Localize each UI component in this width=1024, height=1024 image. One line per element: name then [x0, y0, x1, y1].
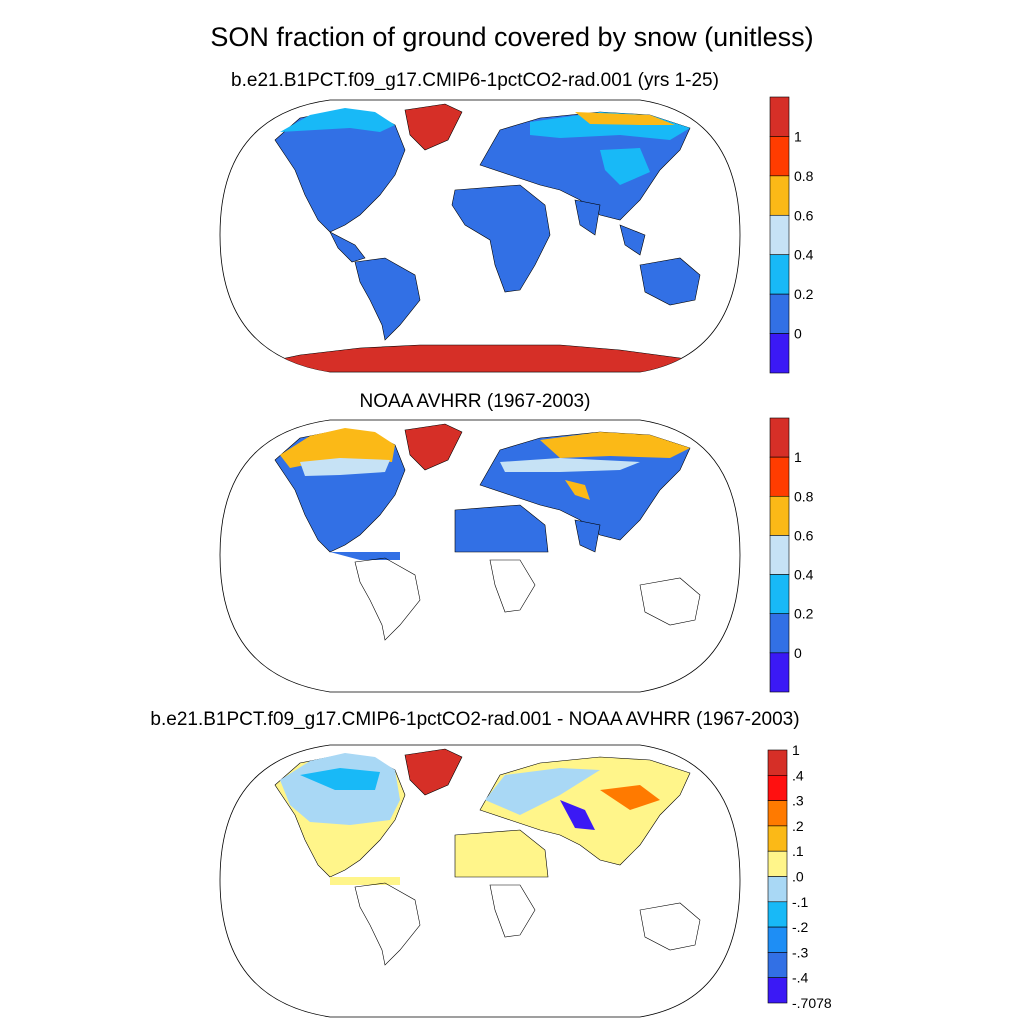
colorbar-tick-label: .4 — [792, 767, 804, 783]
panel-2-title: NOAA AVHRR (1967-2003) — [359, 391, 591, 412]
colorbar-tick-label: -.3 — [792, 944, 809, 960]
colorbar-panel-2: 1 0.8 0.6 0.4 0.2 0 — [769, 417, 814, 693]
colorbar-swatch — [769, 136, 790, 177]
colorbar-swatch — [769, 456, 790, 497]
south-america — [354, 257, 421, 341]
map-panel-3 — [219, 744, 741, 1018]
colorbar-tick-label: -.7078 — [792, 995, 832, 1011]
colorbar-swatch — [769, 535, 790, 575]
colorbar-tick-label: 0 — [794, 645, 802, 661]
colorbar-swatch — [769, 96, 790, 137]
panel-1-title: b.e21.B1PCT.f09_g17.CMIP6-1pctCO2-rad.00… — [231, 70, 719, 91]
colorbar-tick-label: 0.4 — [794, 567, 814, 583]
map-panel-2 — [219, 419, 741, 693]
colorbar-swatch — [769, 652, 790, 693]
colorbar-swatch — [769, 574, 790, 615]
greenland — [404, 103, 463, 151]
colorbar-tick-label: 0.6 — [794, 207, 814, 223]
colorbar-panel-3: 1 .4 .3 .2 .1 .0 -.1 -.2 -.3 -.4 -.7078 — [767, 742, 832, 1011]
colorbar-tick-label: -.4 — [792, 970, 809, 986]
map-panel-1 — [219, 99, 741, 373]
colorbar-swatch — [767, 825, 788, 852]
colorbar-tick-label: 0 — [794, 326, 802, 342]
colorbar-swatch — [767, 876, 788, 903]
figure-title: SON fraction of ground covered by snow (… — [210, 22, 814, 52]
colorbar-tick-label: .3 — [792, 793, 804, 809]
colorbar-swatch — [767, 926, 788, 953]
colorbar-swatch — [767, 977, 788, 1004]
colorbar-swatch — [767, 952, 788, 979]
colorbar-tick-label: 0.4 — [794, 247, 814, 263]
colorbar-swatch — [767, 901, 788, 928]
colorbar-tick-label: 0.2 — [794, 286, 814, 302]
colorbar-swatch — [769, 175, 790, 216]
colorbar-swatch — [769, 333, 790, 374]
colorbar-tick-label: -.2 — [792, 919, 809, 935]
colorbar-tick-label: .1 — [792, 843, 804, 859]
colorbar-tick-label: 1 — [794, 449, 802, 465]
colorbar-tick-label: .2 — [792, 818, 804, 834]
colorbar-swatch — [769, 495, 790, 536]
colorbar-swatch — [769, 417, 790, 458]
eurasia — [479, 111, 691, 221]
colorbar-tick-label: -.1 — [792, 894, 809, 910]
colorbar-tick-label: 1 — [792, 742, 800, 758]
colorbar-swatch — [769, 254, 790, 295]
colorbar-tick-label: .0 — [792, 869, 804, 885]
colorbar-tick-label: 0.6 — [794, 527, 814, 543]
africa — [451, 184, 551, 293]
colorbar-swatch — [767, 850, 788, 877]
colorbar-tick-label: 1 — [794, 128, 802, 144]
australia — [639, 257, 701, 306]
colorbar-swatch — [769, 613, 790, 654]
colorbar-swatch — [769, 214, 790, 256]
colorbar-tick-label: 0.8 — [794, 488, 814, 504]
colorbar-swatch — [767, 774, 788, 801]
colorbar-swatch — [767, 749, 788, 776]
panel-3-title: b.e21.B1PCT.f09_g17.CMIP6-1pctCO2-rad.00… — [150, 709, 800, 730]
colorbar-panel-1: 1 0.8 0.6 0.4 0.2 0 — [769, 96, 814, 374]
colorbar-tick-label: 0.2 — [794, 606, 814, 622]
colorbar-swatch — [769, 293, 790, 334]
colorbar-tick-label: 0.8 — [794, 168, 814, 184]
colorbar-swatch — [767, 800, 788, 827]
